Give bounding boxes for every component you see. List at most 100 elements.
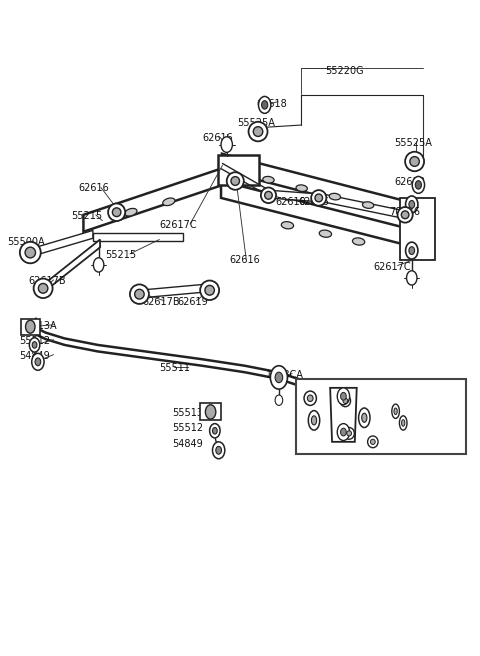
Polygon shape: [84, 167, 227, 232]
Ellipse shape: [163, 198, 175, 205]
Ellipse shape: [253, 127, 263, 136]
Text: 54849: 54849: [19, 351, 50, 361]
Bar: [296, 379, 466, 454]
Ellipse shape: [227, 173, 244, 190]
Polygon shape: [221, 181, 416, 247]
Ellipse shape: [319, 230, 332, 237]
Circle shape: [337, 424, 349, 441]
Text: 62617B: 62617B: [29, 276, 67, 286]
Text: 62616: 62616: [229, 255, 260, 266]
Circle shape: [216, 446, 221, 454]
Text: 62619: 62619: [178, 297, 208, 307]
Ellipse shape: [401, 211, 409, 218]
Ellipse shape: [307, 395, 313, 401]
Text: 54838: 54838: [343, 399, 374, 409]
Ellipse shape: [362, 413, 367, 422]
Ellipse shape: [347, 431, 351, 436]
Text: 54839B: 54839B: [383, 405, 420, 416]
Polygon shape: [218, 155, 259, 185]
Polygon shape: [93, 233, 183, 241]
Circle shape: [409, 247, 415, 255]
Text: 54839B: 54839B: [309, 419, 346, 429]
Ellipse shape: [112, 208, 121, 216]
Ellipse shape: [352, 238, 365, 245]
Text: 1338CA: 1338CA: [266, 370, 304, 380]
Text: 62617C: 62617C: [374, 262, 411, 272]
Ellipse shape: [263, 176, 274, 183]
Polygon shape: [31, 230, 93, 256]
Circle shape: [341, 392, 346, 400]
Text: 55512: 55512: [173, 423, 204, 433]
Text: 62616: 62616: [299, 197, 329, 207]
Ellipse shape: [34, 279, 53, 298]
Text: 54837B: 54837B: [309, 399, 347, 409]
Text: 54838: 54838: [324, 429, 355, 439]
Polygon shape: [330, 388, 357, 442]
Ellipse shape: [399, 416, 407, 430]
Circle shape: [32, 354, 44, 370]
Ellipse shape: [340, 395, 350, 407]
Ellipse shape: [392, 404, 399, 419]
Circle shape: [409, 201, 415, 209]
Ellipse shape: [20, 242, 41, 263]
Circle shape: [213, 428, 217, 434]
Circle shape: [35, 358, 41, 366]
Polygon shape: [44, 239, 100, 292]
Ellipse shape: [308, 411, 320, 430]
Text: 55215: 55215: [105, 250, 136, 260]
Ellipse shape: [315, 194, 323, 202]
Text: 55525A: 55525A: [394, 138, 432, 148]
Ellipse shape: [130, 285, 149, 304]
Ellipse shape: [362, 202, 374, 209]
Circle shape: [25, 320, 35, 333]
Ellipse shape: [231, 176, 240, 186]
Text: 62618: 62618: [257, 98, 288, 109]
Ellipse shape: [329, 194, 341, 200]
Text: 54849: 54849: [173, 439, 204, 449]
Circle shape: [275, 395, 283, 405]
Text: 55513A: 55513A: [173, 407, 210, 418]
Ellipse shape: [402, 420, 405, 426]
Ellipse shape: [371, 440, 375, 444]
Ellipse shape: [200, 281, 219, 300]
Bar: [200, 403, 221, 420]
Ellipse shape: [368, 436, 378, 447]
Text: 62617C: 62617C: [159, 220, 197, 230]
Ellipse shape: [135, 289, 144, 299]
Polygon shape: [138, 284, 211, 298]
Polygon shape: [267, 190, 320, 202]
Ellipse shape: [296, 185, 307, 192]
Polygon shape: [222, 154, 408, 218]
Circle shape: [355, 407, 362, 418]
Polygon shape: [400, 198, 434, 260]
Ellipse shape: [108, 203, 125, 221]
Ellipse shape: [359, 408, 370, 428]
Text: 62616: 62616: [79, 183, 109, 193]
Bar: [21, 319, 40, 335]
Ellipse shape: [25, 247, 36, 258]
Ellipse shape: [344, 428, 354, 440]
Ellipse shape: [311, 190, 326, 206]
Circle shape: [350, 401, 367, 424]
Text: 55215: 55215: [72, 211, 103, 221]
Circle shape: [29, 338, 40, 352]
Circle shape: [210, 424, 220, 438]
Circle shape: [412, 176, 424, 194]
Text: 70276: 70276: [389, 207, 420, 217]
Ellipse shape: [249, 122, 267, 141]
Circle shape: [221, 136, 232, 152]
Ellipse shape: [394, 408, 397, 415]
Ellipse shape: [125, 209, 137, 216]
Text: 55513A: 55513A: [19, 321, 57, 331]
Circle shape: [259, 96, 271, 113]
Ellipse shape: [343, 398, 348, 403]
Circle shape: [205, 405, 216, 419]
Ellipse shape: [304, 391, 316, 405]
Text: 55220G: 55220G: [325, 66, 364, 76]
Polygon shape: [320, 194, 405, 218]
Circle shape: [415, 180, 421, 189]
Circle shape: [337, 388, 349, 405]
Circle shape: [341, 428, 346, 436]
Circle shape: [406, 242, 418, 259]
Circle shape: [407, 271, 417, 285]
